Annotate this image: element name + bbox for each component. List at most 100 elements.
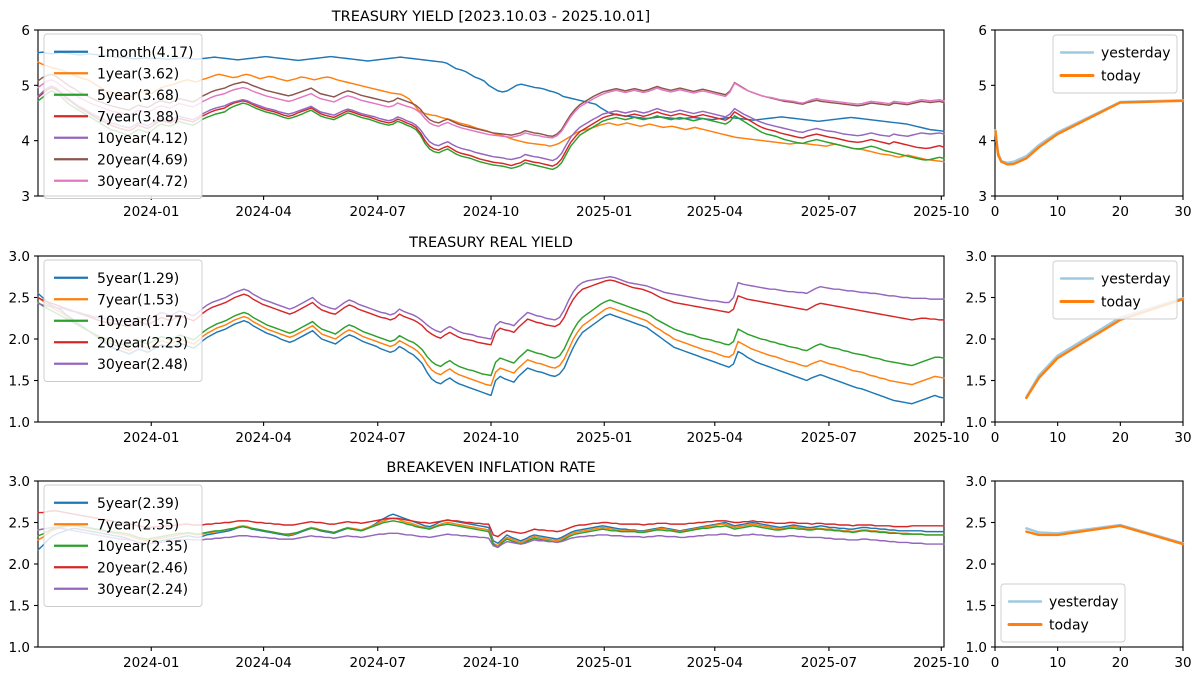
legend: 5year(2.39) 7year(2.35) 10year(2.35) 20year…: [43, 484, 203, 607]
legend-label: 10year(2.35): [97, 539, 188, 555]
x-tick-label: 2025-07: [801, 204, 857, 220]
treasury-yield-timeseries: 3 4 5 6 2024-01 2024-04 2024-07 2024-10 2025-01 2…: [21, 9, 969, 220]
x-tick-label: 0: [991, 430, 1000, 446]
y-tick-label: 2.0: [966, 332, 987, 348]
x-tick-label: 2024-01: [123, 655, 179, 671]
legend-label: 1month(4.17): [97, 45, 193, 61]
legend-label: 20year(2.23): [97, 335, 188, 351]
x-tick-label: 2024-01: [123, 204, 179, 220]
y-tick-label: 1.0: [9, 415, 30, 431]
y-tick-label: 2.0: [9, 332, 30, 348]
x-tick-label: 2025-10: [913, 204, 969, 220]
panel-title: BREAKEVEN INFLATION RATE: [386, 460, 595, 476]
curve-line-today: [1025, 524, 1185, 546]
panel-title: TREASURY REAL YIELD: [408, 235, 573, 251]
x-tick-label: 2024-10: [463, 655, 519, 671]
legend-label: 5year(2.39): [97, 496, 179, 512]
y-tick-label: 3.0: [966, 474, 987, 490]
x-tick-label: 30: [1174, 204, 1191, 220]
x-tick-label: 2025-10: [913, 655, 969, 671]
x-tick-label: 2024-07: [350, 430, 406, 446]
legend-label: 10year(4.12): [97, 131, 188, 147]
legend-label: 10year(1.77): [97, 314, 188, 330]
legend-label: 7year(1.53): [97, 292, 179, 308]
x-tick-label: 20: [1112, 430, 1129, 446]
y-tick-label: 3.0: [9, 249, 30, 265]
yield-curve-today: 3 4 5 6 0 10 20 30 yesterday today: [978, 23, 1191, 220]
y-tick-label: 1.0: [9, 640, 30, 656]
legend-label: yesterday: [1101, 272, 1171, 288]
legend: yesterday today: [1052, 34, 1178, 94]
legend-box: [1052, 260, 1178, 320]
x-tick-label: 0: [991, 655, 1000, 671]
y-tick-label: 2.5: [966, 291, 987, 307]
legend-label: today: [1101, 69, 1141, 85]
y-tick-label: 2.0: [9, 557, 30, 573]
x-tick-label: 2025-01: [576, 204, 632, 220]
legend: yesterday today: [1052, 260, 1178, 320]
legend-label: today: [1101, 295, 1141, 311]
breakeven-inflation-timeseries: 1.0 1.5 2.0 2.5 3.0 2024-01 2024-04 2024-07 2024…: [9, 460, 970, 671]
x-tick-label: 2024-07: [350, 204, 406, 220]
legend-box: [1052, 34, 1178, 94]
x-tick-label: 2024-04: [235, 204, 291, 220]
y-tick-label: 2.5: [9, 291, 30, 307]
panel-title: TREASURY YIELD [2023.10.03 - 2025.10.01]: [331, 9, 650, 25]
x-tick-label: 2025-04: [687, 430, 743, 446]
legend: 5year(1.29) 7year(1.53) 10year(1.77) 20year…: [43, 259, 203, 382]
y-tick-label: 2.5: [9, 516, 30, 532]
x-tick-label: 2025-04: [687, 655, 743, 671]
legend: yesterday today: [1000, 583, 1126, 643]
legend-label: 7year(2.35): [97, 517, 179, 533]
y-tick-label: 1.5: [966, 599, 987, 615]
x-tick-label: 2025-04: [687, 204, 743, 220]
legend-label: 1year(3.62): [97, 66, 179, 82]
legend-box: [43, 259, 203, 382]
legend-box: [1000, 583, 1126, 643]
y-tick-label: 3.0: [9, 474, 30, 490]
y-tick-label: 1.5: [966, 374, 987, 390]
x-tick-label: 20: [1112, 655, 1129, 671]
y-tick-label: 4: [21, 134, 30, 150]
x-tick-label: 2025-01: [576, 655, 632, 671]
legend-label: 30year(4.72): [97, 174, 188, 190]
legend-label: 5year(3.68): [97, 88, 179, 104]
legend-label: 30year(2.24): [97, 582, 188, 598]
y-tick-label: 1.5: [9, 599, 30, 615]
y-tick-label: 6: [21, 23, 30, 39]
x-tick-label: 2025-10: [913, 430, 969, 446]
x-tick-label: 30: [1174, 655, 1191, 671]
legend-label: 20year(2.46): [97, 560, 188, 576]
x-tick-label: 2024-01: [123, 430, 179, 446]
x-tick-label: 20: [1112, 204, 1129, 220]
legend-box: [43, 33, 203, 199]
legend: 1month(4.17) 1year(3.62) 5year(3.68) 7year(…: [43, 33, 203, 199]
y-tick-label: 2.5: [966, 516, 987, 532]
treasury-real-yield-timeseries: 1.0 1.5 2.0 2.5 3.0 2024-01 2024-04 2024-07 2024…: [9, 235, 970, 446]
x-tick-label: 2024-04: [235, 430, 291, 446]
x-tick-label: 2025-07: [801, 430, 857, 446]
legend-label: 5year(1.29): [97, 271, 179, 287]
y-tick-label: 5: [21, 78, 30, 94]
y-tick-label: 1.5: [9, 374, 30, 390]
y-tick-label: 3: [978, 189, 987, 205]
legend-label: yesterday: [1049, 595, 1119, 611]
y-tick-label: 4: [978, 134, 987, 150]
x-tick-label: 2024-10: [463, 430, 519, 446]
y-tick-label: 3: [21, 189, 30, 205]
legend-label: 7year(3.88): [97, 109, 179, 125]
x-tick-label: 0: [991, 204, 1000, 220]
legend-label: 20year(4.69): [97, 152, 188, 168]
real-yield-curve-today: 1.0 1.5 2.0 2.5 3.0 0 10 20 30 yesterday today: [966, 249, 1192, 446]
y-tick-label: 2.0: [966, 557, 987, 573]
x-tick-label: 10: [1049, 204, 1066, 220]
x-tick-label: 10: [1049, 430, 1066, 446]
x-tick-label: 10: [1049, 655, 1066, 671]
legend-label: today: [1049, 618, 1089, 634]
x-tick-label: 2025-07: [801, 655, 857, 671]
y-tick-label: 1.0: [966, 640, 987, 656]
x-tick-label: 2024-07: [350, 655, 406, 671]
y-tick-label: 1.0: [966, 415, 987, 431]
